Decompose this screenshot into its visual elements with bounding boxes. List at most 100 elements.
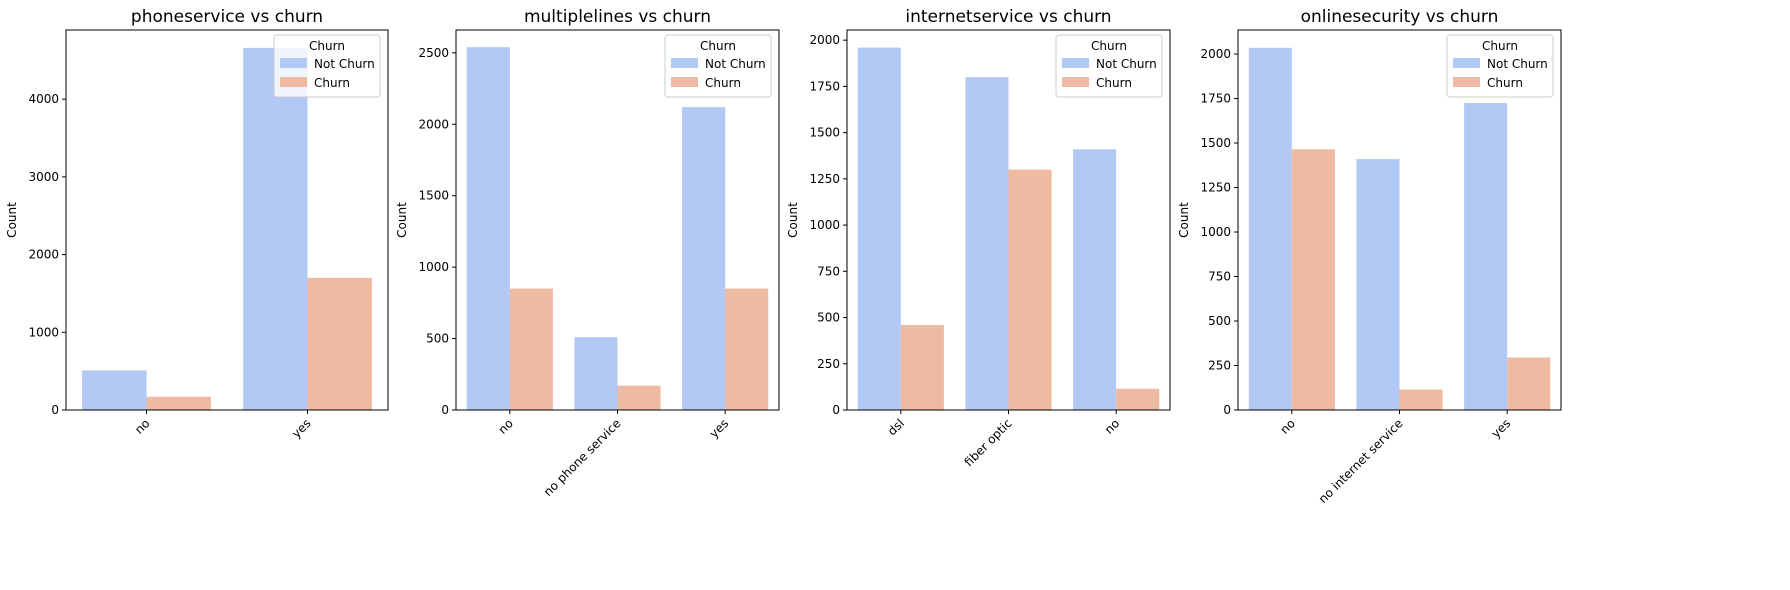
bar-churn-no xyxy=(1291,149,1335,410)
y-tick-label: 1000 xyxy=(28,325,59,339)
y-tick-label: 1500 xyxy=(809,126,840,140)
bar-not-churn-no-internet-service xyxy=(1356,159,1400,410)
bar-churn-yes xyxy=(1507,357,1551,410)
legend-swatch-churn xyxy=(280,77,307,87)
x-tick-label: no xyxy=(495,416,515,436)
y-tick-label: 500 xyxy=(817,311,840,325)
y-tick-label: 4000 xyxy=(28,92,59,106)
y-tick-label: 0 xyxy=(832,403,840,417)
legend-label-churn: Churn xyxy=(1096,76,1132,90)
bar-not-churn-yes xyxy=(1464,102,1508,410)
y-tick-label: 2000 xyxy=(28,248,59,262)
legend-swatch-not-churn xyxy=(1062,58,1089,68)
x-tick-label: fiber optic xyxy=(962,416,1015,469)
y-tick-label: 250 xyxy=(817,357,840,371)
x-tick-label: dsl xyxy=(885,416,907,438)
x-tick-label: yes xyxy=(289,416,314,441)
legend: Churn Not Churn Churn xyxy=(273,34,381,98)
x-tick-label: no internet service xyxy=(1316,416,1406,506)
legend-swatch-not-churn xyxy=(1453,58,1480,68)
y-tick-label: 1500 xyxy=(1200,136,1231,150)
y-tick-label: 2000 xyxy=(1200,47,1231,61)
legend-swatch-not-churn xyxy=(280,58,307,68)
y-tick-label: 3000 xyxy=(28,170,59,184)
axes-frame xyxy=(65,29,389,411)
y-tick-label: 1500 xyxy=(418,189,449,203)
legend-label-not-churn: Not Churn xyxy=(705,57,766,71)
legend-label-not-churn: Not Churn xyxy=(314,57,375,71)
y-tick-label: 2500 xyxy=(418,46,449,60)
bar-not-churn-dsl xyxy=(857,47,901,410)
bar-churn-dsl xyxy=(900,324,944,410)
bar-churn-yes xyxy=(725,288,769,410)
chart-title: onlinesecurity vs churn xyxy=(1301,7,1499,27)
legend-swatch-churn xyxy=(1453,77,1480,87)
x-tick-label: no xyxy=(1102,416,1122,436)
bar-not-churn-no xyxy=(82,370,147,410)
y-tick-label: 1250 xyxy=(809,172,840,186)
bar-churn-no-phone-service xyxy=(617,385,661,410)
bar-not-churn-yes xyxy=(682,107,726,410)
bar-churn-yes xyxy=(307,277,372,410)
y-tick-label: 0 xyxy=(51,403,59,417)
bar-churn-no xyxy=(509,288,553,410)
legend-label-not-churn: Not Churn xyxy=(1096,57,1157,71)
legend: Churn Not Churn Churn xyxy=(1055,34,1163,98)
bar-not-churn-no xyxy=(1073,149,1117,410)
x-tick-label: yes xyxy=(707,416,732,441)
legend-swatch-churn xyxy=(1062,77,1089,87)
chart-title: multiplelines vs churn xyxy=(524,7,711,27)
x-tick-label: no xyxy=(1277,416,1297,436)
legend-swatch-not-churn xyxy=(671,58,698,68)
y-tick-label: 500 xyxy=(1208,314,1231,328)
legend-swatch-churn xyxy=(671,77,698,87)
bar-churn-fiber-optic xyxy=(1008,169,1052,410)
legend: Churn Not Churn Churn xyxy=(664,34,772,98)
y-tick-label: 750 xyxy=(1208,270,1231,284)
chart-panel-2: 0 500 1000 1500 2000 2500 no no phone service ye… xyxy=(395,7,780,499)
y-tick-label: 1000 xyxy=(418,260,449,274)
legend-title: Churn xyxy=(700,39,736,53)
y-axis-label: Count xyxy=(786,202,800,238)
bar-not-churn-no-phone-service xyxy=(574,337,618,410)
y-tick-label: 1250 xyxy=(1200,181,1231,195)
chart-title: phoneservice vs churn xyxy=(131,7,323,27)
y-tick-label: 2000 xyxy=(809,33,840,47)
bar-not-churn-yes xyxy=(243,47,308,411)
chart-panel-3: 0 250 500 750 1000 1250 1500 1750 2000 dsl fiber o… xyxy=(786,7,1171,469)
chart-panel-1: 0 1000 2000 3000 4000 no yes phoneservice vs ch… xyxy=(5,7,389,441)
y-tick-label: 1000 xyxy=(1200,225,1231,239)
legend-title: Churn xyxy=(1482,39,1518,53)
y-axis-label: Count xyxy=(395,202,409,238)
y-tick-label: 1750 xyxy=(809,79,840,93)
bar-not-churn-fiber-optic xyxy=(965,77,1009,411)
legend-label-churn: Churn xyxy=(705,76,741,90)
y-tick-label: 750 xyxy=(817,264,840,278)
x-tick-label: no xyxy=(132,416,152,436)
legend-title: Churn xyxy=(1091,39,1127,53)
y-tick-label: 1750 xyxy=(1200,92,1231,106)
bar-not-churn-no xyxy=(1248,47,1292,411)
legend-title: Churn xyxy=(309,39,345,53)
y-tick-label: 0 xyxy=(1223,403,1231,417)
legend-label-not-churn: Not Churn xyxy=(1487,57,1548,71)
y-tick-label: 250 xyxy=(1208,359,1231,373)
legend: Churn Not Churn Churn xyxy=(1446,34,1554,98)
x-tick-label: no phone service xyxy=(541,416,624,499)
y-axis-label: Count xyxy=(1177,202,1191,238)
y-tick-label: 2000 xyxy=(418,117,449,131)
bar-churn-no xyxy=(1116,388,1160,410)
y-tick-label: 0 xyxy=(441,403,449,417)
bar-not-churn-no xyxy=(466,47,510,410)
chart-title: internetservice vs churn xyxy=(905,7,1111,27)
legend-label-churn: Churn xyxy=(314,76,350,90)
y-tick-label: 500 xyxy=(426,332,449,346)
y-axis-label: Count xyxy=(5,202,19,238)
chart-panel-4: 0 250 500 750 1000 1250 1500 1750 2000 no no inter… xyxy=(1177,7,1562,506)
x-tick-label: yes xyxy=(1489,416,1514,441)
bar-churn-no xyxy=(146,396,211,410)
y-tick-label: 1000 xyxy=(809,218,840,232)
bar-churn-no-internet-service xyxy=(1399,389,1443,410)
legend-label-churn: Churn xyxy=(1487,76,1523,90)
